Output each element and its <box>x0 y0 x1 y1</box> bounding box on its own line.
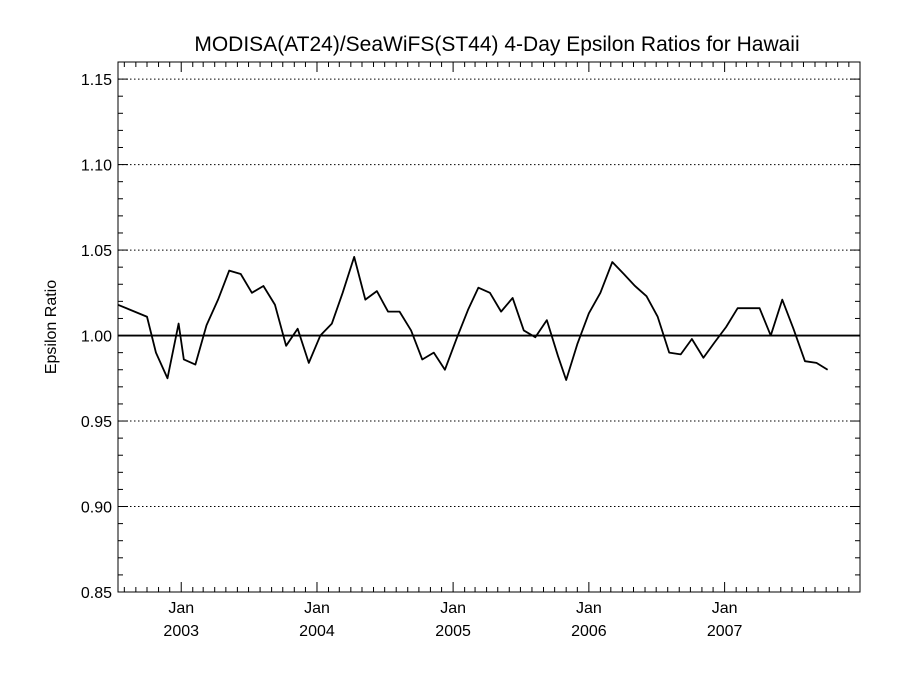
y-tick-label-3: 1.00 <box>81 329 112 346</box>
x-tick-month-2: Jan <box>440 600 466 617</box>
x-tick-month-0: Jan <box>168 600 194 617</box>
tick-marks <box>118 61 860 593</box>
x-tick-labels: Jan 2003 Jan 2004 Jan 2005 Jan 2006 Jan 2007 <box>163 600 742 640</box>
chart-title: MODISA(AT24)/SeaWiFS(ST44) 4-Day Epsilon… <box>194 33 799 56</box>
x-tick-month-4: Jan <box>712 600 738 617</box>
x-tick-year-2: 2005 <box>435 623 471 640</box>
x-tick-year-1: 2004 <box>299 623 335 640</box>
series-line-0 <box>117 255 829 381</box>
y-tick-label-1: 0.90 <box>81 500 112 517</box>
series-layer <box>117 255 829 381</box>
y-tick-label-6: 1.15 <box>81 72 112 89</box>
x-tick-year-3: 2006 <box>571 623 607 640</box>
y-tick-label-0: 0.85 <box>81 585 112 602</box>
x-tick-month-3: Jan <box>576 600 602 617</box>
y-tick-label-4: 1.05 <box>81 243 112 260</box>
y-tick-label-2: 0.95 <box>81 414 112 431</box>
plot-frame <box>117 61 861 593</box>
y-tick-label-5: 1.10 <box>81 158 112 175</box>
y-tick-labels: 0.85 0.90 0.95 1.00 1.05 1.10 1.15 <box>81 72 112 602</box>
x-tick-month-1: Jan <box>304 600 330 617</box>
x-tick-year-4: 2007 <box>707 623 743 640</box>
y-axis-label: Epsilon Ratio <box>43 280 60 374</box>
x-tick-year-0: 2003 <box>163 623 199 640</box>
